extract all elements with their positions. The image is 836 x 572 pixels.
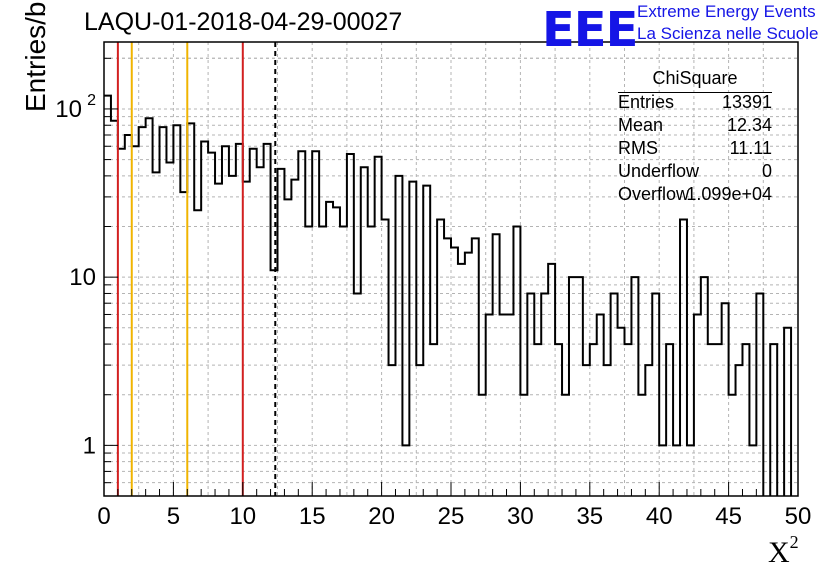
histogram-bin <box>555 344 562 496</box>
histogram-bin <box>770 344 777 496</box>
histogram-bin <box>153 172 160 496</box>
x-tick-label: 25 <box>438 503 465 530</box>
histogram-bin <box>631 277 638 496</box>
histogram-bin <box>500 314 507 496</box>
x-tick-label: 0 <box>97 503 110 530</box>
x-tick-label: 15 <box>299 503 326 530</box>
histogram-bin <box>173 125 180 496</box>
histogram-bin <box>104 96 111 496</box>
org-name-line1: Extreme Energy Events <box>637 2 816 21</box>
histogram-bin <box>132 146 139 496</box>
histogram-bin <box>312 151 319 496</box>
histogram-bin <box>583 365 590 496</box>
histogram-bin <box>284 199 291 496</box>
histogram-bin <box>486 314 493 496</box>
histogram-bin <box>361 167 368 496</box>
histogram-bin <box>423 186 430 496</box>
histogram-bin <box>278 169 285 496</box>
histogram-bin <box>576 277 583 496</box>
histogram-bin <box>111 121 118 496</box>
histogram-bin <box>389 365 396 496</box>
histogram-bin <box>409 182 416 496</box>
histogram-bin <box>513 227 520 496</box>
y-axis-label: Entries/bin <box>20 0 51 112</box>
histogram-bin <box>784 328 791 496</box>
histogram-bin <box>187 123 194 496</box>
histogram-bin <box>701 277 708 496</box>
histogram-bin <box>340 227 347 496</box>
histogram-bin <box>347 154 354 496</box>
histogram-bin <box>222 146 229 496</box>
histogram-bin <box>243 182 250 496</box>
histogram-bin <box>201 142 208 496</box>
histogram-bin <box>395 176 402 496</box>
histogram-bin <box>305 227 312 496</box>
histogram-bin <box>437 220 444 496</box>
histogram-bin <box>597 314 604 496</box>
x-tick-label: 5 <box>167 503 180 530</box>
histogram-bin <box>722 303 729 496</box>
x-tick-label: 45 <box>715 503 742 530</box>
histogram-bin <box>215 184 222 496</box>
eee-logo: EEE <box>542 2 638 58</box>
x-tick-label: 30 <box>507 503 534 530</box>
histogram-bin <box>208 153 215 496</box>
x-tick-label: 10 <box>229 503 256 530</box>
histogram-bin <box>742 344 749 496</box>
x-tick-label: 50 <box>785 503 812 530</box>
x-tick-label: 35 <box>576 503 603 530</box>
histogram-bin <box>319 227 326 496</box>
histogram-bin <box>146 118 153 496</box>
y-tick-label: 10 <box>55 96 82 123</box>
histogram-bin <box>715 344 722 496</box>
histogram-bin <box>507 314 514 496</box>
y-tick-label: 1 <box>83 432 96 459</box>
histogram-bin <box>326 202 333 496</box>
histogram-bin <box>618 328 625 496</box>
stats-box: ChiSquare Entries 13391 Mean 12.34 RMS 11.1… <box>612 68 778 208</box>
histogram-bin <box>666 344 673 496</box>
histogram-bin <box>368 227 375 496</box>
histogram-bin <box>590 344 597 496</box>
histogram-bin <box>291 180 298 496</box>
histogram-bin <box>708 344 715 496</box>
histogram-bin <box>694 314 701 496</box>
histogram-bin <box>645 365 652 496</box>
histogram-bin <box>569 277 576 496</box>
histogram-bin <box>680 220 687 496</box>
histogram-bin <box>534 344 541 496</box>
histogram-bin <box>139 127 146 496</box>
x-tick-label: 40 <box>646 503 673 530</box>
x-tick-label: 20 <box>368 503 395 530</box>
y-tick-label: 10 <box>69 264 96 291</box>
histogram-bin <box>118 149 125 496</box>
histogram-bin <box>430 344 437 496</box>
histogram-bin <box>229 176 236 496</box>
histogram-bin <box>604 365 611 496</box>
stats-title: ChiSquare <box>652 68 738 88</box>
histogram-outline <box>104 94 793 496</box>
histogram-bin <box>382 220 389 496</box>
chart-title: LAQU-01-2018-04-29-00027 <box>84 8 403 36</box>
histogram-bin <box>125 135 132 496</box>
histogram-bin <box>257 167 264 496</box>
histogram-bin <box>465 253 472 496</box>
stats-divider <box>618 92 772 93</box>
histogram-bin <box>625 344 632 496</box>
histogram-bin <box>166 163 173 496</box>
org-name-line2: La Scienza nelle Scuole <box>637 24 819 43</box>
histogram-bin <box>298 151 305 496</box>
histogram-bin <box>736 365 743 496</box>
y-tick-label-exponent: 2 <box>87 92 96 109</box>
x-axis-label: X2 <box>768 532 799 569</box>
histogram-bin <box>250 149 257 496</box>
histogram-bin <box>416 365 423 496</box>
histogram-bin <box>160 127 167 496</box>
